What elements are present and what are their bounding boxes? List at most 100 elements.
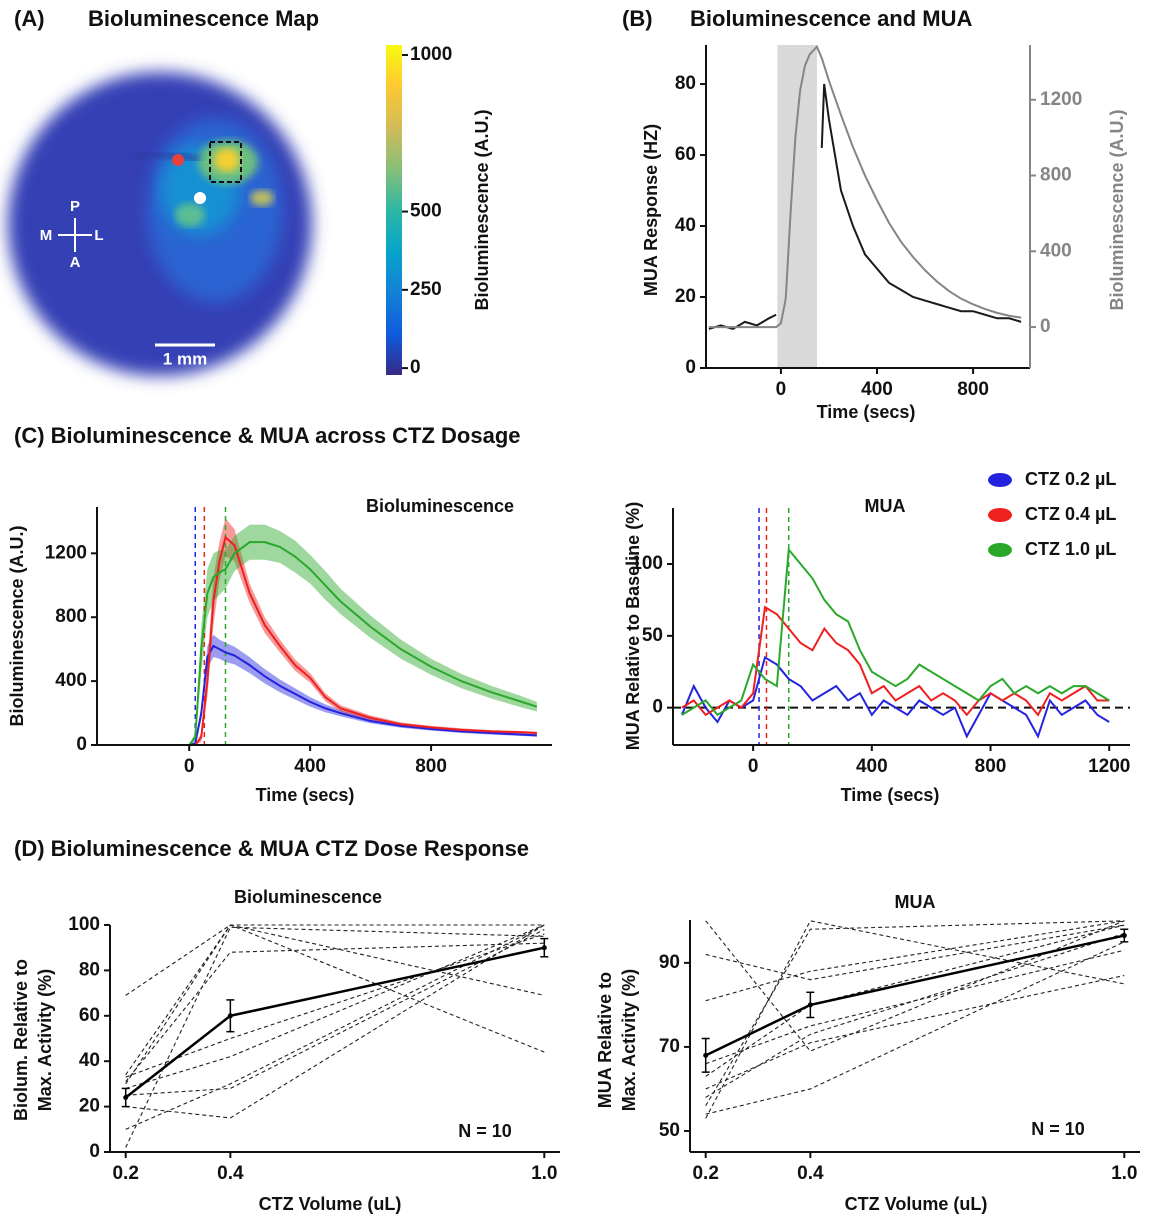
annotation: N = 10 <box>458 1121 512 1141</box>
compass-label: M <box>40 227 53 244</box>
x-axis-label: CTZ Volume (uL) <box>845 1194 988 1214</box>
mean-point <box>703 1053 708 1058</box>
y-tick-label: 90 <box>659 952 680 973</box>
compass-label: A <box>70 254 81 271</box>
x-tick-label: 0.2 <box>692 1163 718 1184</box>
subject-line <box>126 925 545 1118</box>
mean-point <box>808 1002 813 1007</box>
colorbar-tick-label: 250 <box>410 279 442 300</box>
compass-label: P <box>70 198 80 215</box>
series-line <box>682 607 1109 715</box>
y-tick-label: 40 <box>675 215 696 236</box>
y2-tick-label: 400 <box>1040 240 1072 261</box>
legend-swatch <box>988 473 1012 487</box>
plot-area <box>706 921 1125 1119</box>
stimulus-span <box>777 45 817 368</box>
y2-tick-label: 800 <box>1040 165 1072 186</box>
panel-label: (A) <box>14 6 45 31</box>
x-axis-label: CTZ Volume (uL) <box>259 1194 402 1214</box>
x-tick-label: 800 <box>415 756 447 777</box>
plot-area <box>709 45 1021 368</box>
chart-subtitle: Bioluminescence <box>234 887 382 907</box>
y-axis-label: Bioluminescence (A.U.) <box>7 525 27 726</box>
chart-title: Bioluminescence Map <box>88 6 319 31</box>
chart-title: Bioluminescence and MUA <box>690 6 973 31</box>
y-axis-label: MUA Response (HZ) <box>641 124 661 296</box>
mean-point <box>123 1095 128 1100</box>
subject-line <box>126 925 545 1088</box>
error-band <box>99 518 537 745</box>
subject-line <box>126 930 545 1096</box>
series-line <box>126 948 545 1098</box>
subject-line <box>706 921 1125 1051</box>
colorbar-tick-label: 0 <box>410 357 421 378</box>
subject-line <box>706 975 1125 1088</box>
x-tick-label: 0.4 <box>797 1163 824 1184</box>
subject-line <box>126 925 545 1129</box>
legend-label: CTZ 0.2 µL <box>1025 469 1116 489</box>
compass-label: L <box>94 227 103 244</box>
y-tick-label: 20 <box>675 286 696 307</box>
y-tick-label: 60 <box>675 144 696 165</box>
y-axis-label: MUA Relative to Baseline (%) <box>623 502 643 750</box>
colorbar-tick-label: 500 <box>410 201 442 222</box>
error-band <box>99 525 537 745</box>
chart-subtitle: MUA <box>865 496 906 516</box>
subject-line <box>706 933 1125 1097</box>
legend-label: CTZ 0.4 µL <box>1025 504 1116 524</box>
y-tick-label: 50 <box>642 625 663 646</box>
y-axis-label: Max. Activity (%) <box>35 969 55 1111</box>
x-tick-label: 400 <box>856 756 888 777</box>
section-title: (D) Bioluminescence & MUA CTZ Dose Respo… <box>14 836 529 861</box>
x-tick-label: 1.0 <box>531 1163 557 1184</box>
x-tick-label: 0 <box>776 379 787 400</box>
colorbar-label: Bioluminescence (A.U.) <box>472 109 492 310</box>
y2-tick-label: 0 <box>1040 316 1051 337</box>
colorbar-tick-label: 1000 <box>410 44 452 65</box>
y-tick-label: 80 <box>79 959 100 980</box>
y-axis-label: Biolum. Relative to <box>11 959 31 1121</box>
subject-line <box>126 925 545 1075</box>
y-tick-label: 80 <box>675 73 696 94</box>
figure: (C) Bioluminescence & MUA across CTZ Dos… <box>0 0 1155 1220</box>
y-tick-label: 60 <box>79 1005 100 1026</box>
mean-point <box>1122 933 1127 938</box>
plot-area <box>99 507 537 745</box>
legend-swatch <box>988 508 1012 522</box>
page: (C) Bioluminescence & MUA across CTZ Dos… <box>0 0 1155 1220</box>
legend-label: CTZ 1.0 µL <box>1025 539 1116 559</box>
y2-tick-label: 1200 <box>1040 89 1082 110</box>
section-title: (C) Bioluminescence & MUA across CTZ Dos… <box>14 423 521 448</box>
y-tick-label: 50 <box>659 1120 680 1141</box>
series-line <box>682 657 1109 736</box>
y-axis-label: Max. Activity (%) <box>619 969 639 1111</box>
x-tick-label: 400 <box>861 379 893 400</box>
x-tick-label: 1200 <box>1088 756 1130 777</box>
y-tick-label: 0 <box>652 697 663 718</box>
x-axis-label: Time (secs) <box>256 785 355 805</box>
x-tick-label: 400 <box>294 756 326 777</box>
y-tick-label: 0 <box>685 357 696 378</box>
x-tick-label: 800 <box>957 379 989 400</box>
y-tick-label: 0 <box>76 734 87 755</box>
subject-line <box>706 942 1125 1114</box>
chart-subtitle: MUA <box>895 892 936 912</box>
y-tick-label: 100 <box>68 914 100 935</box>
colorbar <box>386 45 402 375</box>
y-tick-label: 70 <box>659 1036 680 1057</box>
series-line <box>709 84 1021 329</box>
mean-point <box>228 1013 233 1018</box>
plot-area <box>126 925 545 1147</box>
legend-swatch <box>988 543 1012 557</box>
y-tick-label: 40 <box>79 1050 100 1071</box>
series-line <box>682 550 1109 715</box>
subject-line <box>706 950 1125 1063</box>
x-tick-label: 0.2 <box>112 1163 138 1184</box>
annotation: N = 10 <box>1031 1119 1085 1139</box>
x-axis-label: Time (secs) <box>817 402 916 422</box>
y-tick-label: 20 <box>79 1096 100 1117</box>
y-tick-label: 0 <box>89 1141 100 1162</box>
x-tick-label: 800 <box>975 756 1007 777</box>
x-tick-label: 0 <box>184 756 195 777</box>
chart-subtitle: Bioluminescence <box>366 496 514 516</box>
